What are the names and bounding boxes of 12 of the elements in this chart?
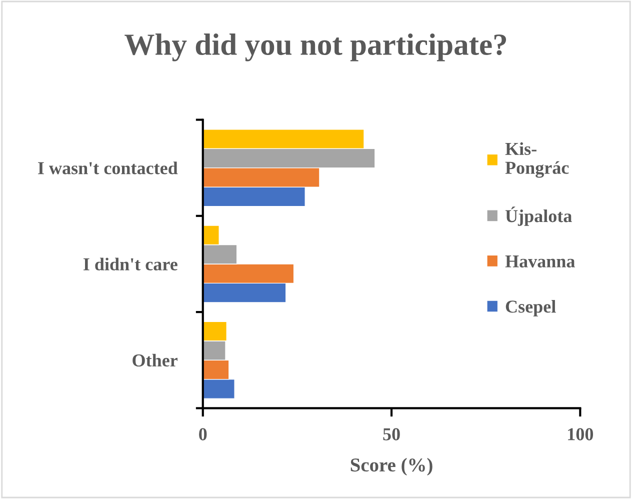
chart-title: Why did you not participate? bbox=[124, 34, 506, 62]
y-tick-label: Other bbox=[132, 354, 178, 367]
y-tick-label: I wasn't contacted bbox=[38, 162, 178, 174]
y-tick-label: I didn't care bbox=[84, 258, 178, 270]
x-axis-title: Score (%) bbox=[350, 458, 432, 476]
x-tick-label: 0 bbox=[199, 428, 207, 440]
x-tick-label: 100 bbox=[568, 428, 594, 440]
x-tick-label: 50 bbox=[383, 428, 400, 440]
legend-label: Újpalota bbox=[505, 206, 572, 226]
legend-label: Csepel bbox=[506, 300, 556, 316]
legend-label: Havanna bbox=[505, 255, 575, 268]
legend-label: Kis- Pongrác bbox=[505, 142, 569, 178]
